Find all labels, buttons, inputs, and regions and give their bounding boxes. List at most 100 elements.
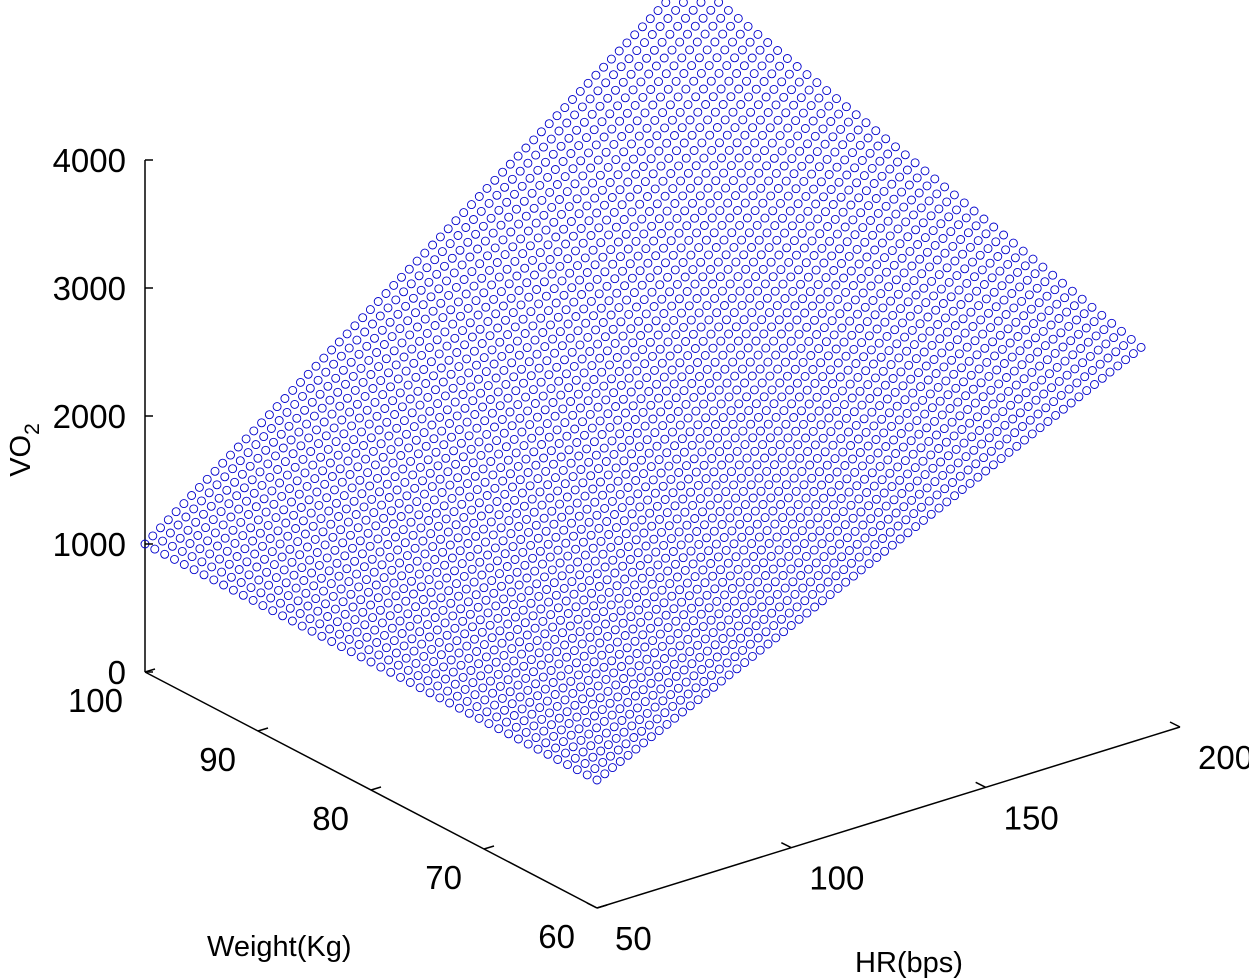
scatter-point [517,427,527,437]
scatter-point [656,92,665,102]
scatter-point [904,360,914,370]
scatter-point [431,508,441,518]
scatter-point [501,442,511,452]
scatter-point [1085,351,1095,361]
scatter-point [477,627,487,637]
scatter-point [496,463,506,473]
scatter-point [253,453,263,463]
scatter-point [642,708,652,718]
scatter-point [718,29,728,39]
scatter-point [511,668,521,678]
scatter-point [576,156,586,166]
scatter-point [594,734,604,744]
scatter-point [645,567,655,577]
scatter-point [702,590,712,600]
scatter-point [1060,293,1070,303]
scatter-point [893,462,903,472]
scatter-point [783,191,793,201]
scatter-point [621,529,631,539]
scatter-point [167,541,177,551]
scatter-point [628,85,638,95]
scatter-point [533,691,543,701]
scatter-point [713,257,723,267]
scatter-point [664,221,674,231]
scatter-point [834,420,844,430]
scatter-point [601,619,610,629]
scatter-point [559,290,569,300]
scatter-point [616,252,625,262]
scatter-point [720,646,730,656]
scatter-point [1031,333,1040,343]
scatter-point [871,194,881,203]
tick-mark [370,786,382,791]
scatter-point [834,109,844,119]
scatter-point [560,479,570,489]
scatter-point [593,402,603,412]
scatter-point [924,496,934,506]
scatter-point [479,640,489,650]
scatter-point [591,388,601,398]
scatter-point [1034,298,1044,308]
scatter-point [767,69,777,79]
scatter-point [766,191,776,201]
scatter-point [872,553,882,562]
scatter-point [465,609,475,619]
scatter-point [1023,402,1033,411]
scatter-point [888,310,898,320]
scatter-point [574,209,584,219]
scatter-point [566,149,576,158]
scatter-point [280,457,290,467]
scatter-point [770,577,780,587]
scatter-point [516,535,526,544]
scatter-point [572,658,581,668]
scatter-point [330,485,339,495]
scatter-point [615,489,625,499]
tick-mark [1169,721,1181,728]
scatter-point [474,498,484,508]
scatter-point [445,480,455,490]
scatter-point [261,445,271,455]
scatter-point [417,350,427,360]
scatter-point [1011,317,1021,327]
scatter-point [867,407,877,417]
scatter-point [978,392,988,402]
scatter-point [783,493,793,503]
scatter-point [587,109,597,119]
scatter-point [898,318,907,328]
scatter-point [222,546,232,556]
scatter-point [924,196,934,206]
scatter-point [745,526,754,536]
scatter-point [364,355,374,365]
scatter-point [634,661,644,671]
scatter-point [601,395,611,405]
scatter-point [689,454,699,464]
scatter-point [800,371,810,381]
scatter-point [484,443,494,453]
scatter-point [765,433,775,443]
scatter-point [910,158,920,168]
scatter-point [779,406,789,416]
scatter-point [598,490,608,500]
scatter-point [419,428,429,438]
scatter-point [1013,332,1023,341]
scatter-point [961,452,971,462]
scatter-point [572,438,582,447]
scatter-point [827,316,837,326]
scatter-point [823,351,833,361]
scatter-point [746,107,756,117]
scatter-point [1009,366,1019,376]
scatter-point [340,609,350,619]
scatter-point [397,571,407,581]
scatter-point [796,343,806,353]
scatter-point [538,672,548,682]
scatter-point [383,540,393,549]
scatter-point [558,628,567,638]
scatter-point [569,361,579,371]
scatter-point [288,449,298,459]
scatter-point [912,416,922,426]
scatter-point [840,155,850,165]
scatter-point [556,452,566,462]
scatter-point [574,451,584,461]
scatter-point [772,589,782,599]
scatter-point [633,489,643,499]
